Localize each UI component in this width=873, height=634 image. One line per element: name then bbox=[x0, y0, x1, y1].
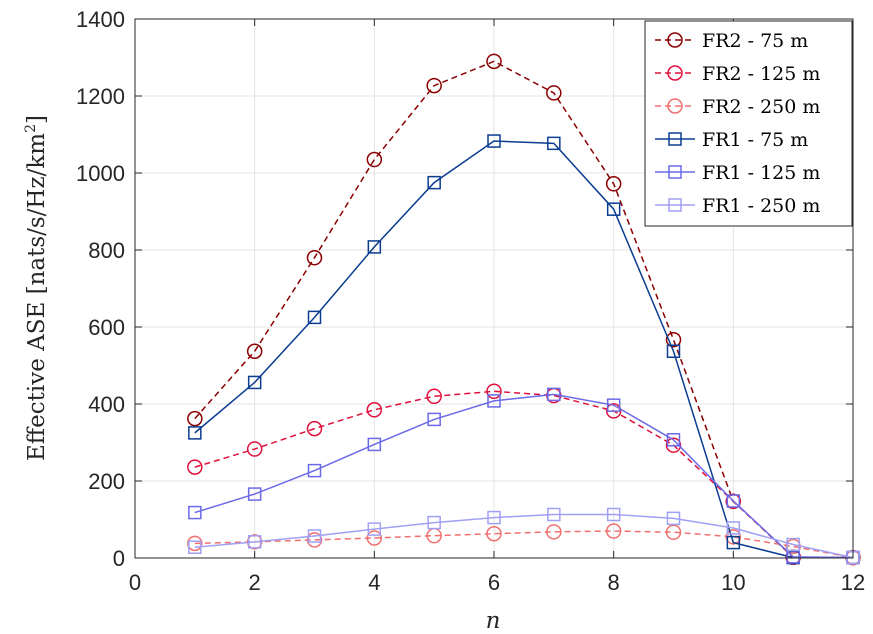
y-axis-label-superscript: 2 bbox=[23, 124, 39, 133]
series-line bbox=[194, 393, 854, 559]
y-axis-label-main: Effective ASE [nats/s/Hz/km bbox=[24, 133, 50, 461]
square-marker bbox=[547, 507, 561, 522]
square-marker bbox=[487, 394, 501, 408]
x-tick-label: 12 bbox=[841, 570, 865, 595]
circle-marker bbox=[486, 53, 502, 70]
y-tick-label: 1000 bbox=[76, 161, 125, 186]
circle-marker bbox=[486, 383, 502, 400]
square-marker bbox=[666, 344, 681, 359]
square-marker bbox=[606, 398, 621, 412]
x-tick-label: 8 bbox=[608, 570, 620, 595]
square-marker bbox=[427, 412, 441, 427]
y-axis-label: Effective ASE [nats/s/Hz/km2] bbox=[23, 115, 50, 461]
legend-marker bbox=[667, 32, 683, 48]
x-tick-label: 2 bbox=[249, 570, 261, 595]
square-marker bbox=[188, 505, 202, 520]
circle-marker bbox=[665, 331, 682, 348]
y-tick-label: 200 bbox=[88, 469, 125, 494]
square-marker bbox=[307, 310, 322, 325]
circle-marker bbox=[426, 77, 442, 94]
x-tick-label: 6 bbox=[488, 570, 500, 595]
x-tick-label: 4 bbox=[368, 570, 380, 595]
series-line bbox=[194, 390, 854, 559]
circle-marker bbox=[605, 403, 622, 419]
legend-entry-label: FR2 - 250 m bbox=[702, 96, 820, 118]
circle-marker bbox=[306, 420, 323, 437]
square-marker bbox=[487, 510, 501, 525]
circle-marker bbox=[486, 525, 502, 542]
legend-box bbox=[644, 20, 853, 227]
y-axis-label-close: ] bbox=[24, 115, 50, 124]
y-tick-label: 600 bbox=[88, 315, 125, 340]
square-marker bbox=[367, 522, 382, 536]
circle-marker bbox=[605, 176, 622, 192]
legend-entry-label: FR2 - 75 m bbox=[702, 30, 808, 52]
legend-marker bbox=[667, 65, 683, 81]
x-tick-label: 10 bbox=[721, 570, 745, 595]
square-marker bbox=[666, 433, 681, 447]
square-marker bbox=[247, 487, 262, 501]
circle-marker bbox=[187, 459, 203, 475]
square-marker bbox=[606, 507, 621, 522]
square-marker bbox=[786, 537, 800, 552]
circle-marker bbox=[187, 410, 203, 427]
series-6 bbox=[188, 507, 860, 565]
square-marker bbox=[547, 136, 561, 151]
circle-marker bbox=[366, 530, 383, 546]
legend-entry-label: FR2 - 125 m bbox=[702, 63, 820, 85]
square-marker bbox=[547, 387, 561, 402]
x-tick-label: 0 bbox=[129, 570, 141, 595]
circle-marker bbox=[306, 532, 323, 548]
y-tick-label: 800 bbox=[88, 238, 125, 263]
x-axis-label: n bbox=[486, 608, 501, 634]
y-tick-label: 0 bbox=[113, 546, 125, 571]
square-marker bbox=[427, 175, 441, 190]
legend-marker bbox=[668, 198, 682, 212]
square-marker bbox=[247, 535, 262, 549]
legend-entry-label: FR1 - 75 m bbox=[702, 129, 808, 151]
circle-marker bbox=[306, 249, 323, 266]
circle-marker bbox=[426, 388, 442, 405]
square-marker bbox=[487, 134, 501, 148]
circle-marker bbox=[546, 85, 562, 101]
series-line bbox=[194, 140, 853, 559]
series-line bbox=[194, 513, 854, 559]
square-marker bbox=[367, 437, 382, 452]
series-layer bbox=[187, 53, 861, 566]
square-marker bbox=[606, 202, 621, 216]
square-marker bbox=[726, 521, 741, 535]
circle-marker bbox=[665, 437, 682, 453]
square-marker bbox=[307, 529, 322, 543]
y-tick-label: 400 bbox=[88, 392, 125, 417]
circle-marker bbox=[187, 535, 203, 552]
circle-marker bbox=[665, 524, 682, 540]
legend-marker bbox=[668, 132, 682, 146]
square-marker bbox=[726, 535, 741, 550]
legend-entry-label: FR1 - 250 m bbox=[702, 195, 820, 217]
y-tick-label: 1200 bbox=[76, 84, 125, 109]
legend: FR2 - 75 m FR2 - 125 m FR2 - 250 m FR1 - 75… bbox=[644, 20, 853, 227]
circle-marker bbox=[366, 402, 383, 418]
square-marker bbox=[726, 494, 741, 508]
legend-marker bbox=[668, 165, 682, 179]
circle-marker bbox=[366, 151, 383, 168]
square-marker bbox=[666, 511, 681, 526]
circle-marker bbox=[246, 343, 263, 360]
circle-marker bbox=[546, 524, 562, 540]
circle-marker bbox=[246, 441, 263, 457]
square-marker bbox=[367, 240, 382, 254]
square-marker bbox=[188, 540, 202, 554]
circle-marker bbox=[725, 529, 742, 545]
square-marker bbox=[307, 463, 322, 478]
square-marker bbox=[427, 515, 441, 530]
circle-marker bbox=[605, 523, 622, 539]
y-tick-label: 1400 bbox=[76, 7, 125, 32]
legend-marker bbox=[667, 98, 683, 114]
square-marker bbox=[188, 426, 202, 440]
square-marker bbox=[247, 375, 262, 390]
legend-entry-label: FR1 - 125 m bbox=[702, 162, 820, 184]
